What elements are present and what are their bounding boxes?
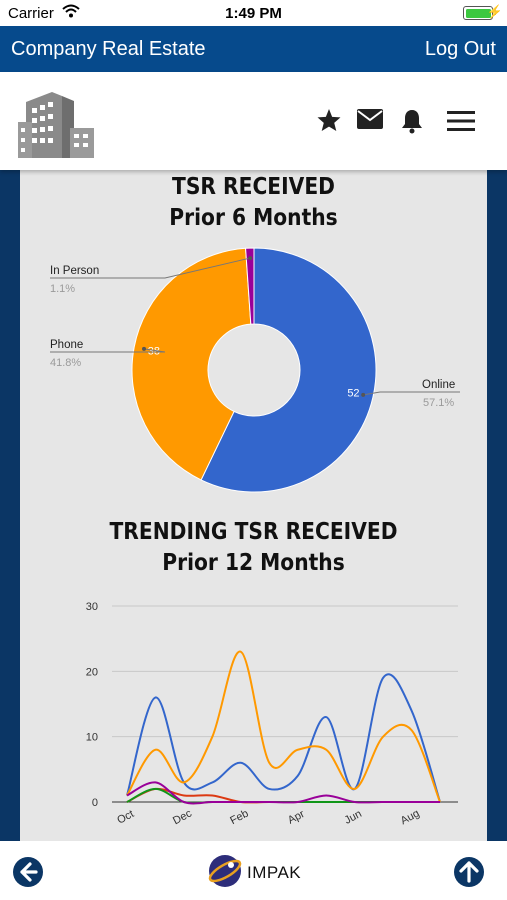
y-tick-label: 20 [86,666,98,678]
app-header: Company Real Estate Log Out [0,26,507,72]
app-title: Company Real Estate [11,38,206,60]
menu-icon[interactable] [446,110,476,135]
donut-legend-label: Online [422,379,455,391]
trend-line-chart[interactable]: 0 10 20 30 Oct Dec Feb Apr Jun Aug [20,588,487,841]
impak-logo-icon [208,855,242,887]
donut-leader-dot [142,346,147,351]
clock: 1:49 PM [225,5,282,22]
series-line-0[interactable] [126,673,441,803]
y-tick-label: 30 [86,601,98,613]
star-icon[interactable] [316,108,342,135]
donut-slice-online[interactable] [200,247,377,493]
x-tick-label: Jun [343,808,364,827]
donut-legend-percent: 1.1% [50,283,75,295]
donut-leader-line [50,348,166,353]
charging-icon: ⚡ [486,4,503,19]
scroll-up-arrow-icon[interactable] [453,856,485,891]
carrier-label: Carrier [8,5,54,22]
donut-legend-percent: 41.8% [50,357,81,369]
dashboard-content[interactable]: TSR RECEIVED Prior 6 Months 52 38 Online 57… [0,170,507,841]
mail-icon[interactable] [356,108,384,133]
x-tick-label: Apr [286,808,307,827]
battery-fill [465,8,491,18]
logout-button[interactable]: Log Out [424,38,496,60]
bottom-bar: IMPAK [0,841,507,900]
x-tick-label: Oct [115,808,136,827]
donut-legend-percent: 57.1% [423,397,454,409]
status-bar: Carrier 1:49 PM ⚡ [0,0,507,26]
bell-icon[interactable] [400,108,424,137]
donut-title-line1: TSR RECEIVED [172,174,335,200]
trend-title-line1: TRENDING TSR RECEIVED [109,519,398,545]
series-line-4[interactable] [126,781,440,805]
donut-leader-dot [361,392,366,397]
y-tick-label: 10 [86,732,98,744]
x-tick-label: Feb [228,808,250,828]
x-tick-label: Aug [399,807,422,827]
battery-icon [463,6,496,20]
donut-title-line2: Prior 6 Months [169,205,338,231]
donut-legend-label: Phone [50,339,83,351]
x-tick-label: Dec [171,807,194,827]
charts-card: TSR RECEIVED Prior 6 Months 52 38 Online 57… [20,170,487,841]
trend-chart-title: TRENDING TSR RECEIVED Prior 12 Months [48,517,459,579]
trend-title-line2: Prior 12 Months [162,550,345,576]
building-logo-icon[interactable] [18,88,94,163]
y-tick-label: 0 [92,797,98,809]
donut-leader-line [363,391,460,396]
donut-leader-dot [248,256,253,261]
donut-legend-label: In Person [50,265,99,277]
wifi-icon [62,4,80,22]
series-line-1[interactable] [126,650,441,803]
donut-slice-phone[interactable] [131,247,252,481]
back-arrow-icon[interactable] [12,856,44,891]
toolbar [0,72,507,170]
donut-leader-line [50,257,251,279]
donut-chart-title: TSR RECEIVED Prior 6 Months [48,172,459,234]
donut-value-label: 52 [347,388,359,400]
donut-slice-in-person[interactable] [245,247,255,325]
impak-brand-label: IMPAK [247,863,302,882]
